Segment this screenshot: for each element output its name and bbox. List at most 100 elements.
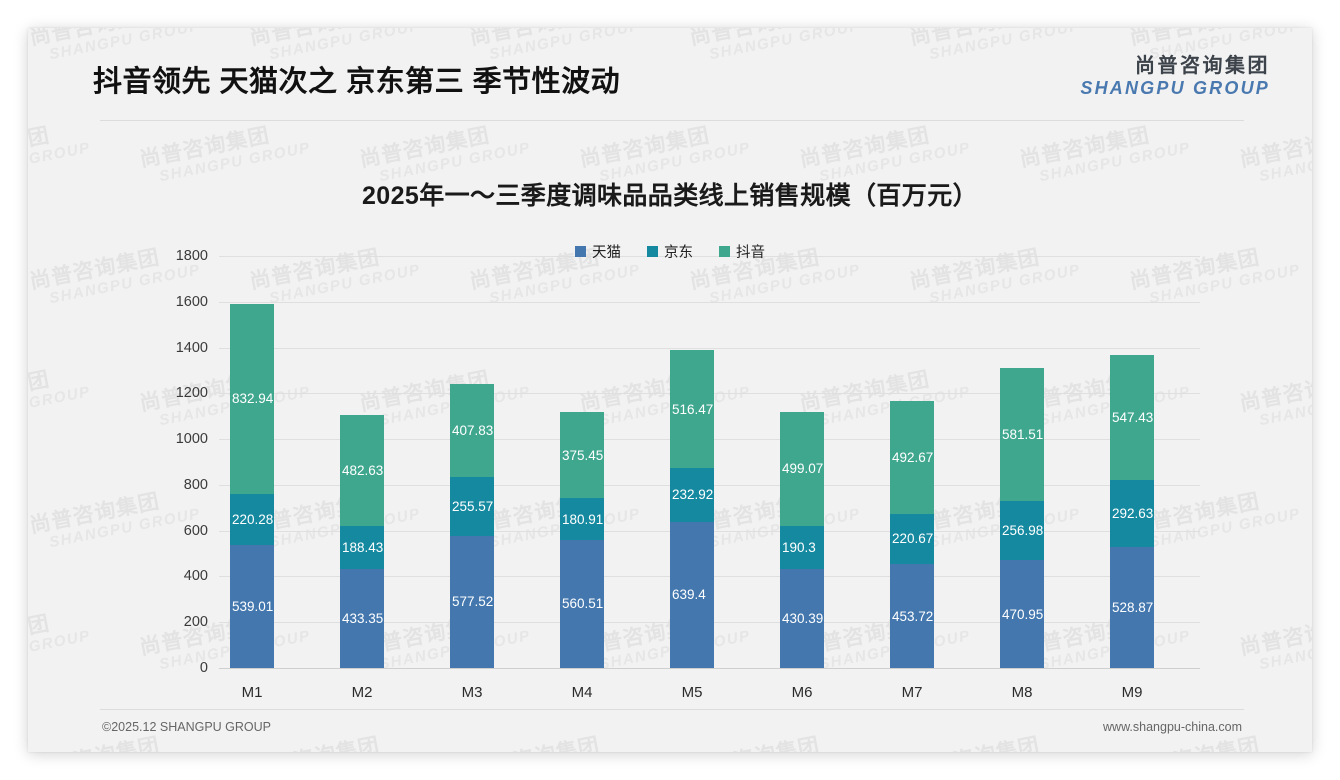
bar-group[interactable]: 470.95 256.98 581.51	[1000, 28, 1044, 668]
bar-value-label: 430.39	[782, 611, 824, 627]
bar-value-label: 560.51	[562, 596, 604, 612]
y-axis-tick-label: 800	[183, 476, 208, 493]
bar-group[interactable]: 453.72 220.67 492.67	[890, 28, 934, 668]
bar-segment-天猫[interactable]: 539.01	[230, 544, 274, 668]
bar-segment-天猫[interactable]: 560.51	[560, 539, 604, 668]
bar-value-label: 470.95	[1002, 606, 1044, 622]
x-axis-tick-label: M2	[351, 684, 373, 701]
x-axis-tick-label: M6	[791, 684, 813, 701]
chart-plot-area: 0 200 400 600 800 1000 1200 1400 1600 1800 539.01 2…	[28, 28, 1312, 752]
bar-value-label: 577.52	[452, 594, 494, 610]
bar-value-label: 539.01	[232, 598, 274, 614]
header-divider	[100, 120, 1244, 121]
gridline	[219, 347, 1200, 349]
bar-value-label: 190.3	[782, 540, 816, 556]
y-axis-tick-label: 1200	[175, 385, 208, 402]
gridline	[219, 301, 1200, 303]
bar-segment-天猫[interactable]: 433.35	[340, 568, 384, 668]
bar-group[interactable]: 577.52 255.57 407.83	[450, 28, 494, 668]
bar-segment-抖音[interactable]: 482.63	[340, 415, 384, 526]
slide-header: 抖音领先 天猫次之 京东第三 季节性波动 尚普咨询集团 SHANGPU GROU…	[28, 28, 1312, 123]
bar-segment-京东[interactable]: 180.91	[560, 498, 604, 540]
bar-segment-抖音[interactable]: 407.83	[450, 383, 494, 478]
page-title: 抖音领先 天猫次之 京东第三 季节性波动	[93, 66, 621, 98]
bar-value-label: 232.92	[672, 487, 714, 503]
brand-logo-en: SHANGPU GROUP	[1080, 77, 1270, 98]
brand-logo-cn: 尚普咨询集团	[1135, 55, 1270, 77]
legend-label: 天猫	[592, 245, 621, 261]
footer-divider	[100, 709, 1244, 710]
bar-segment-京东[interactable]: 188.43	[340, 525, 384, 569]
bar-segment-抖音[interactable]: 492.67	[890, 400, 934, 514]
legend-item-2[interactable]: 京东	[647, 241, 693, 262]
bar-segment-京东[interactable]: 220.67	[890, 513, 934, 565]
bar-value-label: 516.47	[672, 401, 714, 417]
bar-segment-京东[interactable]: 190.3	[780, 525, 824, 570]
x-axis-tick-label: M3	[461, 684, 483, 701]
legend-swatch-icon	[719, 246, 730, 257]
bar-segment-抖音[interactable]: 581.51	[1000, 368, 1044, 502]
bar-segment-天猫[interactable]: 639.4	[670, 521, 714, 668]
bar-segment-天猫[interactable]: 453.72	[890, 564, 934, 668]
bar-segment-抖音[interactable]: 375.45	[560, 412, 604, 499]
bar-group[interactable]: 560.51 180.91 375.45	[560, 28, 604, 668]
legend-swatch-icon	[647, 246, 658, 257]
x-axis-tick-label: M8	[1011, 684, 1033, 701]
bar-segment-抖音[interactable]: 832.94	[230, 303, 274, 495]
bar-segment-天猫[interactable]: 470.95	[1000, 560, 1044, 668]
bar-group[interactable]: 430.39 190.3 499.07	[780, 28, 824, 668]
y-axis-tick-label: 400	[183, 568, 208, 585]
footer-website: www.shangpu-china.com	[1103, 720, 1242, 734]
bar-segment-京东[interactable]: 232.92	[670, 468, 714, 522]
bar-segment-抖音[interactable]: 499.07	[780, 411, 824, 526]
y-axis-tick-label: 1000	[175, 431, 208, 448]
bar-value-label: 433.35	[342, 610, 384, 626]
bar-value-label: 407.83	[452, 423, 494, 439]
bar-segment-京东[interactable]: 292.63	[1110, 479, 1154, 547]
axis-baseline	[219, 668, 1200, 669]
bar-value-label: 375.45	[562, 447, 604, 463]
bar-segment-京东[interactable]: 256.98	[1000, 501, 1044, 561]
bar-value-label: 220.28	[232, 511, 274, 527]
y-axis-tick-label: 0	[199, 660, 208, 676]
bar-value-label: 832.94	[232, 391, 274, 407]
bar-segment-京东[interactable]: 220.28	[230, 494, 274, 545]
bar-segment-天猫[interactable]: 430.39	[780, 569, 824, 668]
legend-item-1[interactable]: 天猫	[575, 241, 621, 262]
bar-value-label: 292.63	[1112, 505, 1154, 521]
bar-segment-天猫[interactable]: 528.87	[1110, 546, 1154, 668]
bar-segment-天猫[interactable]: 577.52	[450, 535, 494, 668]
bar-segment-抖音[interactable]: 516.47	[670, 350, 714, 469]
legend-item-3[interactable]: 抖音	[719, 241, 765, 262]
x-axis-tick-label: M9	[1121, 684, 1143, 701]
y-axis-tick-label: 600	[183, 522, 208, 539]
bar-group[interactable]: 539.01 220.28 832.94	[230, 28, 274, 668]
x-axis-tick-label: M4	[571, 684, 593, 701]
bar-value-label: 499.07	[782, 461, 824, 477]
chart-legend: 天猫 京东 抖音	[28, 241, 1312, 262]
legend-label: 抖音	[736, 245, 765, 261]
bar-value-label: 482.63	[342, 462, 384, 478]
bar-segment-抖音[interactable]: 547.43	[1110, 354, 1154, 480]
bar-value-label: 256.98	[1002, 523, 1044, 539]
bar-value-label: 492.67	[892, 449, 934, 465]
bar-group[interactable]: 639.4 232.92 516.47	[670, 28, 714, 668]
bar-group[interactable]: 433.35 188.43 482.63	[340, 28, 384, 668]
bar-value-label: 547.43	[1112, 409, 1154, 425]
gridline	[219, 256, 1200, 257]
footer-copyright: ©2025.12 SHANGPU GROUP	[102, 720, 271, 734]
x-axis-tick-label: M1	[241, 684, 263, 701]
bar-segment-京东[interactable]: 255.57	[450, 477, 494, 536]
bar-value-label: 528.87	[1112, 599, 1154, 615]
bar-value-label: 180.91	[562, 511, 604, 527]
bar-group[interactable]: 528.87 292.63 547.43	[1110, 28, 1154, 668]
chart-title: 2025年一～三季度调味品品类线上销售规模（百万元）	[361, 182, 979, 210]
bar-value-label: 255.57	[452, 499, 494, 515]
legend-swatch-icon	[575, 246, 586, 257]
bar-value-label: 220.67	[892, 531, 934, 547]
bar-value-label: 581.51	[1002, 427, 1044, 443]
brand-logo: 尚普咨询集团 SHANGPU GROUP	[1080, 55, 1270, 98]
x-axis-tick-label: M5	[681, 684, 703, 701]
y-axis-tick-label: 200	[183, 614, 208, 631]
